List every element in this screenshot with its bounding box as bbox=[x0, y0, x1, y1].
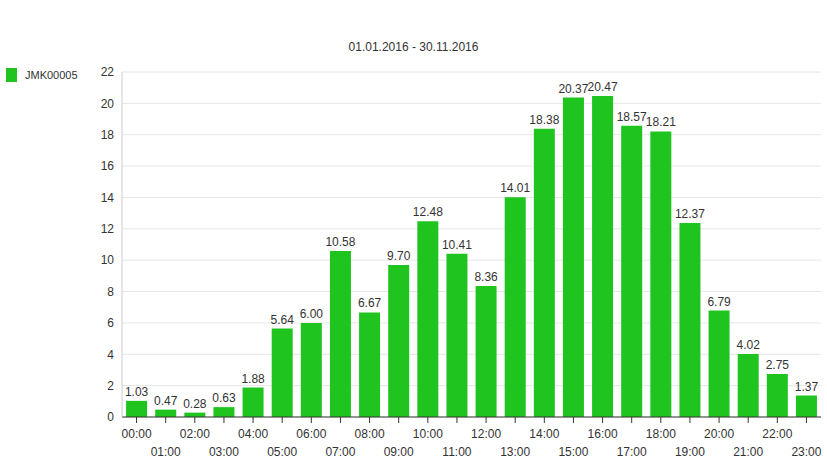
svg-text:6.79: 6.79 bbox=[707, 295, 731, 309]
svg-text:5.64: 5.64 bbox=[271, 313, 295, 327]
html-text:JMK00005: JMK00005 bbox=[25, 69, 78, 81]
svg-text:1.03: 1.03 bbox=[125, 385, 149, 399]
svg-text:20: 20 bbox=[101, 97, 115, 111]
svg-text:4.02: 4.02 bbox=[737, 338, 761, 352]
svg-text:14.01: 14.01 bbox=[500, 181, 530, 195]
svg-text:2.75: 2.75 bbox=[766, 358, 790, 372]
svg-text:18:00: 18:00 bbox=[646, 427, 676, 441]
svg-text:13:00: 13:00 bbox=[500, 445, 530, 459]
svg-text:1.37: 1.37 bbox=[795, 380, 819, 394]
svg-text:6.67: 6.67 bbox=[358, 296, 382, 310]
svg-text:01:00: 01:00 bbox=[151, 445, 181, 459]
svg-text:17:00: 17:00 bbox=[617, 445, 647, 459]
svg-text:23:00: 23:00 bbox=[791, 445, 819, 459]
svg-text:07:00: 07:00 bbox=[325, 445, 355, 459]
svg-text:4: 4 bbox=[107, 348, 114, 362]
svg-text:21:00: 21:00 bbox=[733, 445, 763, 459]
svg-text:03:00: 03:00 bbox=[209, 445, 239, 459]
html-text:01.01.2016 - 30.11.2016: 01.01.2016 - 30.11.2016 bbox=[348, 40, 479, 54]
svg-text:22: 22 bbox=[101, 65, 115, 79]
svg-text:8: 8 bbox=[107, 285, 114, 299]
svg-text:14:00: 14:00 bbox=[529, 427, 559, 441]
svg-text:20.47: 20.47 bbox=[588, 80, 618, 94]
svg-text:0.28: 0.28 bbox=[183, 397, 207, 411]
svg-text:18.57: 18.57 bbox=[617, 110, 647, 124]
svg-text:19:00: 19:00 bbox=[675, 445, 705, 459]
svg-text:12.48: 12.48 bbox=[413, 205, 443, 219]
svg-text:20.37: 20.37 bbox=[558, 82, 588, 96]
svg-text:0: 0 bbox=[107, 410, 114, 424]
svg-text:10.41: 10.41 bbox=[442, 238, 472, 252]
svg-text:6: 6 bbox=[107, 316, 114, 330]
svg-text:15:00: 15:00 bbox=[558, 445, 588, 459]
svg-text:02:00: 02:00 bbox=[180, 427, 210, 441]
svg-text:10:00: 10:00 bbox=[413, 427, 443, 441]
svg-text:12.37: 12.37 bbox=[675, 207, 705, 221]
svg-text:2: 2 bbox=[107, 379, 114, 393]
svg-text:0.47: 0.47 bbox=[154, 394, 178, 408]
svg-text:10: 10 bbox=[101, 253, 115, 267]
svg-text:10.58: 10.58 bbox=[325, 235, 355, 249]
svg-text:14: 14 bbox=[101, 191, 115, 205]
svg-text:9.70: 9.70 bbox=[387, 249, 411, 263]
svg-text:11:00: 11:00 bbox=[442, 445, 471, 459]
svg-text:20:00: 20:00 bbox=[704, 427, 734, 441]
svg-text:12:00: 12:00 bbox=[471, 427, 501, 441]
svg-text:08:00: 08:00 bbox=[355, 427, 385, 441]
svg-text:18: 18 bbox=[101, 128, 115, 142]
svg-text:00:00: 00:00 bbox=[122, 427, 152, 441]
svg-text:04:00: 04:00 bbox=[238, 427, 268, 441]
svg-text:1.88: 1.88 bbox=[241, 372, 265, 386]
svg-text:16:00: 16:00 bbox=[588, 427, 618, 441]
svg-text:16: 16 bbox=[101, 159, 115, 173]
svg-text:09:00: 09:00 bbox=[384, 445, 414, 459]
svg-text:6.00: 6.00 bbox=[300, 307, 324, 321]
svg-text:18.38: 18.38 bbox=[529, 113, 559, 127]
svg-text:18.21: 18.21 bbox=[646, 115, 676, 129]
svg-text:22:00: 22:00 bbox=[762, 427, 792, 441]
svg-text:8.36: 8.36 bbox=[474, 270, 498, 284]
svg-text:05:00: 05:00 bbox=[267, 445, 297, 459]
svg-text:12: 12 bbox=[101, 222, 115, 236]
svg-text:06:00: 06:00 bbox=[296, 427, 326, 441]
svg-text:0.63: 0.63 bbox=[212, 391, 236, 405]
